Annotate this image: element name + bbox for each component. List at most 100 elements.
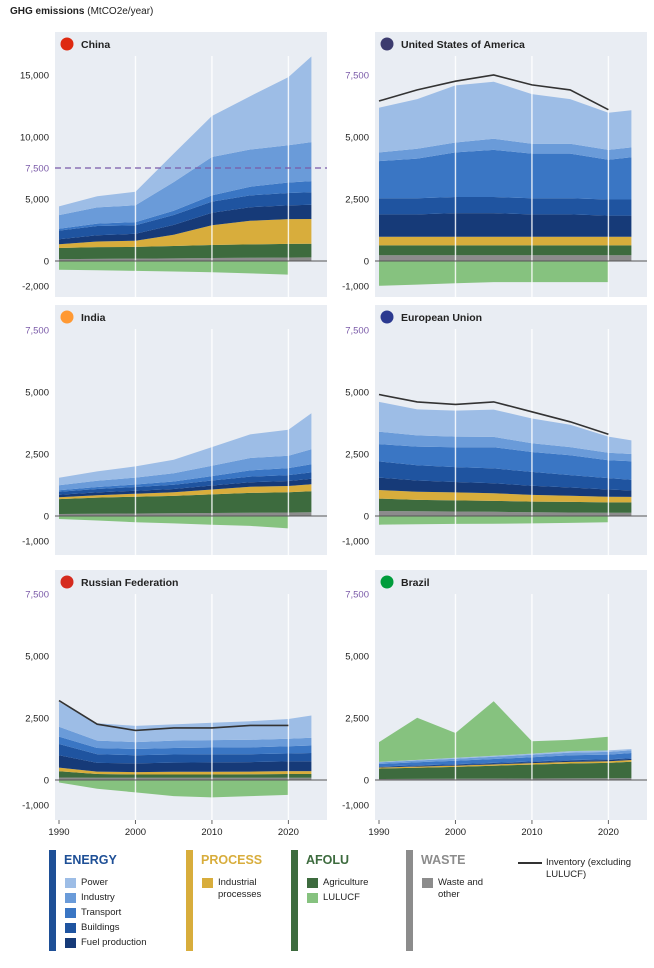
inventory-line-russian-federation [58, 699, 289, 732]
ytick-china-0: 15,000 [20, 71, 49, 82]
area-industry-united-states-of-america [379, 138, 632, 162]
ytick-russian-federation-3: 0 [44, 776, 49, 787]
ytick-european-union-1: 5,000 [345, 388, 369, 399]
area-lulucf-european-union [379, 516, 609, 525]
legend-swatch-power [65, 878, 76, 888]
panel-title-brazil: Brazil [401, 577, 430, 589]
ytick-brazil-1: 5,000 [345, 652, 369, 663]
area-industry-china [59, 142, 312, 229]
ytick-india-2: 2,500 [25, 450, 49, 461]
usa-flag-icon [380, 37, 394, 51]
legend-process-title: PROCESS [201, 853, 263, 867]
area-industry-brazil [379, 750, 632, 764]
legend-energy-title: ENERGY [64, 853, 117, 867]
legend-label-fuel-production: Fuel production [81, 937, 147, 948]
legend-swatch-fuel-production [65, 938, 76, 948]
ytick-united-states-of-america-1: 5,000 [345, 133, 369, 144]
legend-swatch-buildings [65, 923, 76, 933]
area-waste-and-other-china [59, 257, 312, 261]
area-waste-and-other-united-states-of-america [379, 255, 632, 261]
area-transport-brazil [379, 753, 632, 767]
legend-label-power: Power [81, 877, 108, 888]
ytick-brazil-2: 2,500 [345, 714, 369, 725]
panel-title-united-states-of-america: United States of America [401, 39, 525, 51]
area-agriculture-india [59, 491, 312, 514]
ytick-china-5: -2,000 [22, 281, 49, 292]
xtick-1-2: 2010 [521, 827, 542, 838]
area-industrial-processes-india [59, 484, 312, 500]
area-transport-european-union [379, 444, 632, 480]
legend-label-lulucf: LULUCF [323, 892, 360, 903]
area-fuel-production-china [59, 204, 312, 245]
panel-title-russian-federation: Russian Federation [81, 577, 178, 589]
panel-title-india: India [81, 312, 106, 324]
legend-waste-title: WASTE [421, 853, 466, 867]
area-waste-and-other-india [59, 512, 312, 516]
area-waste-and-other-russian-federation [59, 777, 312, 780]
legend-label-industrial-processes: Industrial processes [218, 877, 262, 900]
area-transport-russian-federation [59, 736, 312, 756]
legend-label-buildings: Buildings [81, 922, 120, 933]
panel-title-china: China [81, 39, 110, 51]
legend-swatch-industry [65, 893, 76, 903]
xtick-0-0: 1990 [48, 827, 69, 838]
ytick-china-1: 10,000 [20, 133, 49, 144]
area-buildings-brazil [379, 758, 632, 768]
legend-swatch-waste [422, 878, 433, 888]
area-industrial-processes-brazil [379, 760, 632, 769]
area-fuel-production-european-union [379, 477, 632, 497]
area-fuel-production-united-states-of-america [379, 213, 632, 237]
area-power-united-states-of-america [379, 81, 632, 153]
legend-swatch-industrial-processes [202, 878, 213, 888]
xtick-0-2: 2010 [201, 827, 222, 838]
area-fuel-production-india [59, 478, 312, 498]
legend-swatch-lulucf [307, 893, 318, 903]
area-power-european-union [379, 401, 632, 454]
ytick-russian-federation-2: 2,500 [25, 714, 49, 725]
xtick-0-3: 2020 [278, 827, 299, 838]
area-buildings-china [59, 192, 312, 240]
area-industry-russian-federation [59, 726, 312, 749]
russia-flag-icon [60, 575, 74, 589]
legend-swatch-agriculture [307, 878, 318, 888]
area-buildings-united-states-of-america [379, 197, 632, 216]
area-waste-and-other-european-union [379, 511, 632, 516]
ytick-india-4: -1,000 [22, 536, 49, 547]
ytick-united-states-of-america-2: 2,500 [345, 195, 369, 206]
area-agriculture-russian-federation [59, 771, 312, 778]
area-fuel-production-russian-federation [59, 755, 312, 773]
area-lulucf-brazil [379, 701, 609, 762]
legend-waste-bar [406, 850, 413, 951]
ytick-european-union-4: -1,000 [342, 536, 369, 547]
legend-label-agriculture: Agriculture [323, 877, 369, 888]
ytick-russian-federation-0: 7,500 [25, 590, 49, 601]
ytick-india-1: 5,000 [25, 388, 49, 399]
ytick-china-3: 5,000 [25, 195, 49, 206]
legend-label-waste: Waste and other [438, 877, 484, 900]
area-industrial-processes-russian-federation [59, 767, 312, 775]
area-agriculture-united-states-of-america [379, 245, 632, 256]
area-lulucf-india [59, 516, 289, 529]
ytick-brazil-4: -1,000 [342, 800, 369, 811]
ytick-india-0: 7,500 [25, 326, 49, 337]
area-industry-india [59, 449, 312, 491]
ytick-united-states-of-america-0: 7,500 [345, 71, 369, 82]
panel-title-european-union: European Union [401, 312, 482, 324]
area-power-china [59, 56, 312, 216]
inventory-line-european-union [378, 393, 609, 435]
ytick-russian-federation-1: 5,000 [25, 652, 49, 663]
area-transport-china [59, 181, 312, 231]
area-transport-united-states-of-america [379, 149, 632, 200]
area-lulucf-russian-federation [59, 780, 289, 798]
ytick-india-3: 0 [44, 512, 49, 523]
brazil-flag-icon [380, 575, 394, 589]
panel-bg-brazil [375, 570, 647, 820]
area-lulucf-china [59, 261, 289, 275]
area-power-russian-federation [59, 701, 312, 743]
area-lulucf-united-states-of-america [379, 261, 609, 286]
legend-process-bar [186, 850, 193, 951]
ytick-united-states-of-america-3: 0 [364, 257, 369, 268]
legend-energy-bar [49, 850, 56, 951]
legend-label-industry: Industry [81, 892, 115, 903]
